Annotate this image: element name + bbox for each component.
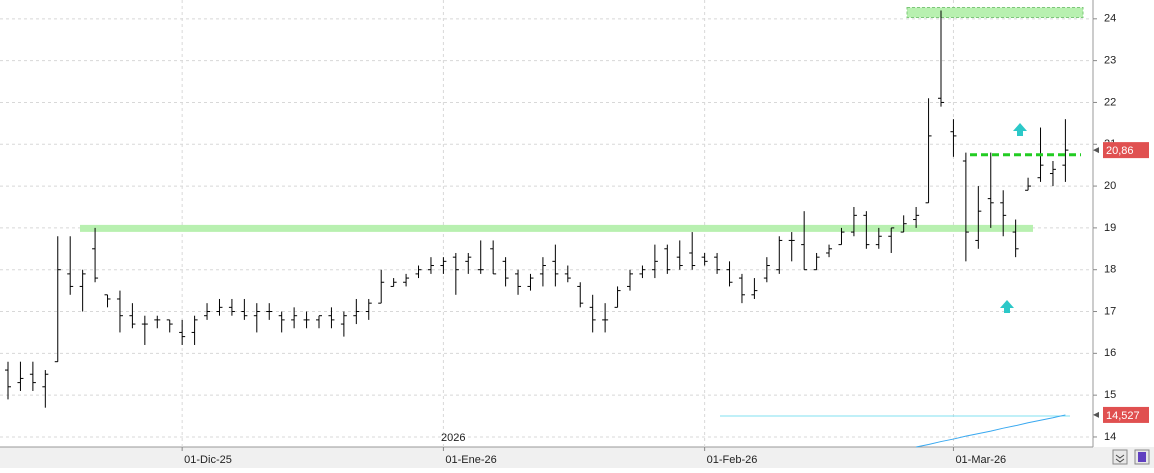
y-tick-label: 19 bbox=[1104, 222, 1116, 234]
y-tick-label: 17 bbox=[1104, 305, 1116, 317]
x-tick-label: 01-Dic-25 bbox=[184, 454, 232, 466]
y-tick-label: 23 bbox=[1104, 55, 1116, 67]
y-tick-label: 24 bbox=[1104, 13, 1116, 25]
up-arrow-icon bbox=[1013, 123, 1027, 136]
x-axis-strip bbox=[0, 447, 1154, 468]
x-tick-label: 01-Feb-26 bbox=[707, 454, 758, 466]
last-price-tag-pointer bbox=[1093, 147, 1099, 154]
indicator-line bbox=[916, 414, 1066, 448]
y-tick-label: 18 bbox=[1104, 264, 1116, 276]
support-band bbox=[80, 224, 1033, 232]
last-price-tag: 20,86 bbox=[1106, 145, 1134, 157]
indicator-tag-pointer bbox=[1093, 411, 1099, 418]
y-tick-label: 14 bbox=[1104, 431, 1116, 443]
up-arrow-icon bbox=[1000, 300, 1014, 313]
year-annotation: 2026 bbox=[441, 432, 465, 444]
scroll-button[interactable] bbox=[1112, 449, 1128, 465]
scroll-icon[interactable] bbox=[1115, 454, 1125, 463]
indicator-tag: 14,527 bbox=[1106, 410, 1140, 422]
resistance-box bbox=[906, 7, 1084, 19]
y-tick-label: 20 bbox=[1104, 180, 1116, 192]
y-tick-label: 15 bbox=[1104, 389, 1116, 401]
indicator-tag-bg bbox=[1103, 406, 1149, 423]
last-price-tag-bg bbox=[1103, 142, 1149, 159]
y-tick-label: 16 bbox=[1104, 347, 1116, 359]
x-tick-label: 01-Ene-26 bbox=[445, 454, 496, 466]
x-tick-label: 01-Mar-26 bbox=[955, 454, 1006, 466]
save-icon[interactable] bbox=[1138, 452, 1146, 462]
y-tick-label: 22 bbox=[1104, 96, 1116, 108]
